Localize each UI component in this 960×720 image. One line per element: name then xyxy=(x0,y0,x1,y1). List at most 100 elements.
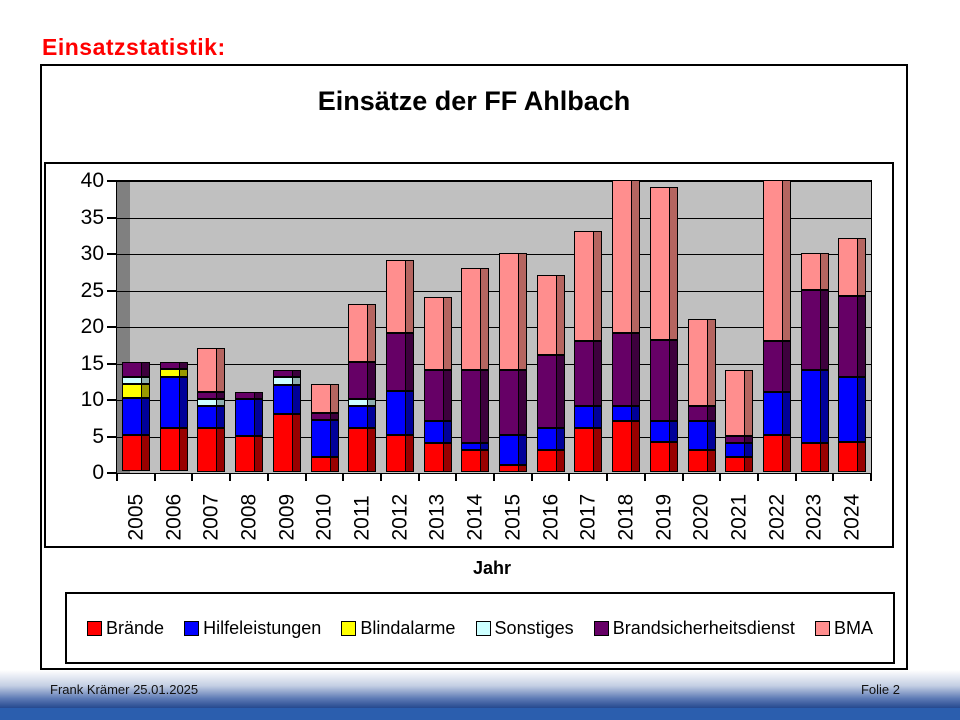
segment-face xyxy=(386,260,406,333)
x-axis-tick xyxy=(418,474,420,481)
segment-side-face xyxy=(745,435,753,443)
bar-segment-Sonstiges xyxy=(197,399,225,407)
x-axis-tick xyxy=(682,474,684,481)
bar-segment-Brände xyxy=(499,464,527,472)
bar-segment-Brandsicherheitsdienst xyxy=(197,391,225,400)
x-axis-tick xyxy=(568,474,570,481)
bar-segment-Brandsicherheitsdienst xyxy=(537,355,565,429)
x-axis-tick xyxy=(305,474,307,481)
plot-area xyxy=(116,180,872,474)
segment-face xyxy=(348,304,368,363)
segment-side-face xyxy=(142,398,150,435)
segment-face xyxy=(122,398,142,435)
bar-2013 xyxy=(424,297,452,472)
bar-segment-Hilfeleistungen xyxy=(461,442,489,451)
x-axis-tick xyxy=(380,474,382,481)
segment-side-face xyxy=(444,420,452,443)
bar-segment-Brandsicherheitsdienst xyxy=(273,370,301,378)
bottom-blue-strip xyxy=(0,708,960,720)
segment-face xyxy=(537,450,557,472)
gridline-20 xyxy=(117,327,871,328)
segment-face xyxy=(311,420,331,457)
x-axis-tick xyxy=(795,474,797,481)
segment-side-face xyxy=(557,450,565,472)
bar-segment-Brände xyxy=(801,442,829,472)
segment-side-face xyxy=(217,391,225,400)
bar-segment-Brände xyxy=(725,457,753,472)
segment-face xyxy=(386,435,406,472)
segment-face xyxy=(838,296,858,377)
bar-2019 xyxy=(650,187,678,472)
segment-side-face xyxy=(406,260,414,333)
segment-face xyxy=(801,253,821,290)
bar-segment-Brandsicherheitsdienst xyxy=(122,362,150,377)
segment-side-face xyxy=(180,369,188,377)
bar-segment-Brandsicherheitsdienst xyxy=(763,340,791,392)
segment-side-face xyxy=(368,398,376,407)
bar-segment-Brände xyxy=(461,450,489,472)
bar-segment-Hilfeleistungen xyxy=(424,420,452,443)
segment-side-face xyxy=(632,406,640,421)
bar-segment-Hilfeleistungen xyxy=(801,369,829,443)
segment-side-face xyxy=(708,450,716,472)
x-axis-tick xyxy=(342,474,344,481)
page-title: Einsatzstatistik: xyxy=(42,34,226,60)
segment-face xyxy=(461,442,481,451)
y-axis-tick-label: 25 xyxy=(80,279,104,302)
segment-face xyxy=(688,450,708,472)
bar-segment-Brände xyxy=(197,428,225,472)
segment-side-face xyxy=(368,428,376,472)
legend-swatch-5 xyxy=(814,620,830,636)
segment-side-face xyxy=(255,435,263,472)
bar-segment-Sonstiges xyxy=(122,376,150,384)
bar-2022 xyxy=(763,180,791,472)
gridline-40 xyxy=(117,181,871,182)
segment-side-face xyxy=(858,376,866,443)
bar-segment-Brände xyxy=(348,428,376,472)
bar-segment-Brände xyxy=(386,435,414,472)
segment-face xyxy=(499,253,519,370)
bar-2016 xyxy=(537,275,565,472)
segment-face xyxy=(197,406,217,429)
segment-face xyxy=(763,391,783,436)
x-axis-tick xyxy=(870,474,872,481)
bar-segment-Brandsicherheitsdienst xyxy=(838,296,866,377)
bar-segment-Brände xyxy=(160,427,188,472)
segment-face xyxy=(197,399,217,407)
x-axis-tick xyxy=(531,474,533,481)
segment-face xyxy=(725,457,745,472)
bar-segment-BMA xyxy=(311,384,339,414)
segment-face xyxy=(838,238,858,297)
bar-segment-BMA xyxy=(461,268,489,370)
segment-side-face xyxy=(821,442,829,472)
segment-side-face xyxy=(745,457,753,472)
segment-face xyxy=(160,362,180,370)
segment-face xyxy=(273,377,293,385)
x-axis-tick-label: 2018 xyxy=(614,493,638,541)
segment-side-face xyxy=(594,340,602,407)
bar-2011 xyxy=(348,304,376,472)
segment-side-face xyxy=(519,253,527,370)
segment-side-face xyxy=(481,268,489,370)
segment-face xyxy=(612,420,632,472)
segment-face xyxy=(574,428,594,472)
segment-side-face xyxy=(255,399,263,436)
bar-2023 xyxy=(801,253,829,472)
segment-face xyxy=(499,464,519,472)
segment-face xyxy=(424,420,444,443)
y-axis-tick-label: 40 xyxy=(80,169,104,192)
bar-segment-Blindalarme xyxy=(122,383,150,399)
y-axis-tick-label: 5 xyxy=(92,425,104,448)
bar-segment-Brände xyxy=(688,450,716,472)
segment-side-face xyxy=(670,340,678,421)
bar-segment-Brandsicherheitsdienst xyxy=(235,392,263,400)
segment-side-face xyxy=(368,406,376,429)
segment-face xyxy=(537,355,557,429)
legend-swatch-1 xyxy=(184,620,200,636)
segment-face xyxy=(801,442,821,472)
bar-segment-Brandsicherheitsdienst xyxy=(612,333,640,407)
segment-side-face xyxy=(858,442,866,472)
x-axis-tick xyxy=(644,474,646,481)
segment-side-face xyxy=(217,428,225,472)
segment-face xyxy=(424,297,444,370)
